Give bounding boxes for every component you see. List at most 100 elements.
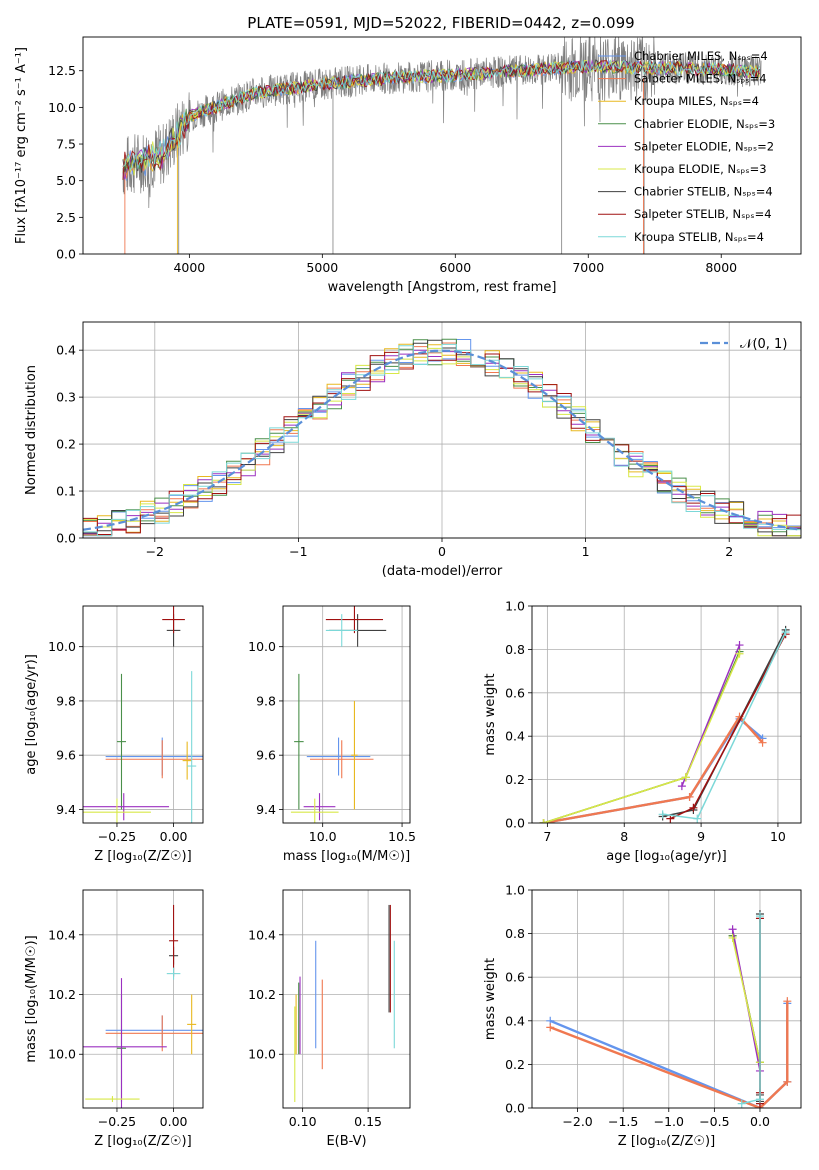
x-axis-label: mass [log₁₀(M/M☉)] xyxy=(283,849,410,864)
weight-line-7 xyxy=(669,633,787,820)
y-tick-label: 10.0 xyxy=(248,639,276,654)
weight-line-5 xyxy=(543,653,741,823)
model-line-8 xyxy=(122,59,760,171)
weight-line-1 xyxy=(543,714,764,823)
legend-label: Chabrier ELODIE, Nₛₚₛ=3 xyxy=(634,117,775,131)
x-tick-label: −1.5 xyxy=(608,1114,638,1129)
weight-age-plot xyxy=(539,625,790,823)
y-tick-label: 0.2 xyxy=(505,772,525,787)
y-tick-label: 0.4 xyxy=(56,343,76,358)
weight-line-3 xyxy=(543,651,741,823)
x-tick-label: −0.25 xyxy=(98,1114,136,1129)
y-tick-label: 0.2 xyxy=(505,1057,525,1072)
y-tick-label: 10.2 xyxy=(48,987,76,1002)
x-tick-label: 5000 xyxy=(306,260,338,275)
age-z-plot xyxy=(83,606,203,823)
mass-z-axes: −0.25 0.00 10.0 10.2 10.4 Z [log₁₀(Z/Z☉)] mass… xyxy=(24,889,204,1149)
spectrum-axes: 4000 5000 6000 7000 8000 0.0 2.5 5.0 7.5 10.0 12.5… xyxy=(14,36,802,295)
weight-line-8 xyxy=(662,631,787,820)
y-axis-label: Flux [fλ10⁻¹⁷ erg cm⁻² s⁻¹ A⁻¹] xyxy=(14,47,29,244)
x-tick-label: −2 xyxy=(146,544,164,559)
weight-marker xyxy=(755,912,764,921)
y-tick-label: 9.8 xyxy=(56,693,76,708)
weight-marker xyxy=(728,933,737,942)
y-tick-label: 0.6 xyxy=(505,685,525,700)
weight-marker xyxy=(781,628,790,637)
chart-layer: 4000 5000 6000 7000 80000.02.55.07.510.012.5… xyxy=(14,36,802,1149)
x-tick-label: −1.0 xyxy=(654,1114,684,1129)
y-tick-label: 0.4 xyxy=(505,729,525,744)
x-tick-label: −1 xyxy=(289,544,307,559)
y-axis-label: Normed distribution xyxy=(24,365,39,495)
mass-z-plot xyxy=(83,904,203,1108)
y-tick-label: 0.0 xyxy=(505,816,525,831)
mass-ebv-axes: 0.10 0.15 10.0 10.2 10.4 E(B-V) xyxy=(248,889,411,1149)
x-axis-label: wavelength [Angstrom, rest frame] xyxy=(328,280,557,295)
weight-marker xyxy=(755,1095,764,1104)
axes-frame xyxy=(531,889,802,1109)
y-tick-label: 5.0 xyxy=(56,173,76,188)
y-tick-label: 10.0 xyxy=(48,639,76,654)
y-axis-label: age [log₁₀(age/yr)] xyxy=(24,654,39,775)
y-axis-label: mass weight xyxy=(483,673,498,755)
y-tick-label: 9.8 xyxy=(256,693,276,708)
histogram-step-5 xyxy=(83,347,801,537)
weight-marker xyxy=(677,782,686,791)
x-axis-label: E(B-V) xyxy=(326,1134,366,1149)
x-tick-label: 10.5 xyxy=(388,829,416,844)
weight-marker xyxy=(681,773,690,782)
y-tick-label: 0.1 xyxy=(56,484,76,499)
y-tick-label: 9.6 xyxy=(56,748,76,763)
x-axis-label: Z [log₁₀(Z/Z☉)] xyxy=(94,849,191,864)
x-axis-label: Z [log₁₀(Z/Z☉)] xyxy=(618,1134,715,1149)
y-axis-label: mass weight xyxy=(483,958,498,1040)
y-tick-label: 0.8 xyxy=(505,642,525,657)
x-tick-label: 9 xyxy=(697,829,705,844)
y-tick-label: 1.0 xyxy=(505,883,525,898)
axes-frame xyxy=(82,605,204,824)
axes-frame xyxy=(282,605,411,824)
x-tick-label: −0.25 xyxy=(98,829,136,844)
x-tick-label: 8 xyxy=(620,829,628,844)
legend-label: Chabrier STELIB, Nₛₚₛ=4 xyxy=(634,185,773,199)
y-tick-label: 10.2 xyxy=(248,987,276,1002)
x-tick-label: 0.10 xyxy=(289,1114,317,1129)
weight-line-8 xyxy=(741,916,761,1105)
weight-marker xyxy=(758,738,767,747)
weight-marker xyxy=(658,810,667,819)
histogram-step-8 xyxy=(83,343,801,537)
age-mass-axes: 10.0 10.5 9.4 9.6 9.8 10.0 mass [log₁₀(M/M☉)] xyxy=(248,605,416,864)
age-mass-plot xyxy=(290,606,387,823)
weight-z-axes: −2.0 −1.5 −1.0 −0.5 0.0 0.0 0.2 0.4 0.6 0.8 1.0 Z [… xyxy=(483,883,802,1149)
y-tick-label: 0.6 xyxy=(505,970,525,985)
x-tick-label: 0.0 xyxy=(750,1114,770,1129)
y-tick-label: 9.6 xyxy=(256,748,276,763)
weight-marker xyxy=(783,1077,792,1086)
legend-label: Chabrier MILES, Nₛₚₛ=4 xyxy=(634,49,768,63)
y-tick-label: 1.0 xyxy=(505,599,525,614)
y-axis-label: mass [log₁₀(M/M☉)] xyxy=(24,935,39,1062)
spectrum-plot xyxy=(122,37,762,254)
histogram-step-7 xyxy=(83,351,801,535)
x-tick-label: 1 xyxy=(582,544,590,559)
legend-label: Kroupa STELIB, Nₛₚₛ=4 xyxy=(634,230,764,244)
weight-marker xyxy=(685,792,694,801)
axes-frame xyxy=(82,36,802,255)
spectrum-legend: Chabrier MILES, Nₛₚₛ=4 Salpeter MILES, Nₛ… xyxy=(598,49,775,244)
x-tick-label: 0.15 xyxy=(354,1114,382,1129)
x-tick-label: 7000 xyxy=(572,260,604,275)
weight-line-2 xyxy=(543,651,741,823)
mass-ebv-plot xyxy=(294,904,395,1103)
normal-curve xyxy=(83,349,801,531)
spectrum-data xyxy=(122,37,762,209)
weight-marker xyxy=(728,925,737,934)
x-tick-label: 10 xyxy=(770,829,786,844)
weight-age-axes: 7 8 9 10 0.0 0.2 0.4 0.6 0.8 1.0 age [log₁₀(age/yr… xyxy=(483,599,802,864)
weight-z-plot xyxy=(546,909,792,1108)
legend-label: Salpeter STELIB, Nₛₚₛ=4 xyxy=(634,207,772,221)
y-tick-label: 10.4 xyxy=(48,927,76,942)
x-axis-label: age [log₁₀(age/yr)] xyxy=(606,849,727,864)
y-tick-label: 0.8 xyxy=(505,926,525,941)
y-tick-label: 0.3 xyxy=(56,390,76,405)
axes-frame xyxy=(531,605,802,824)
